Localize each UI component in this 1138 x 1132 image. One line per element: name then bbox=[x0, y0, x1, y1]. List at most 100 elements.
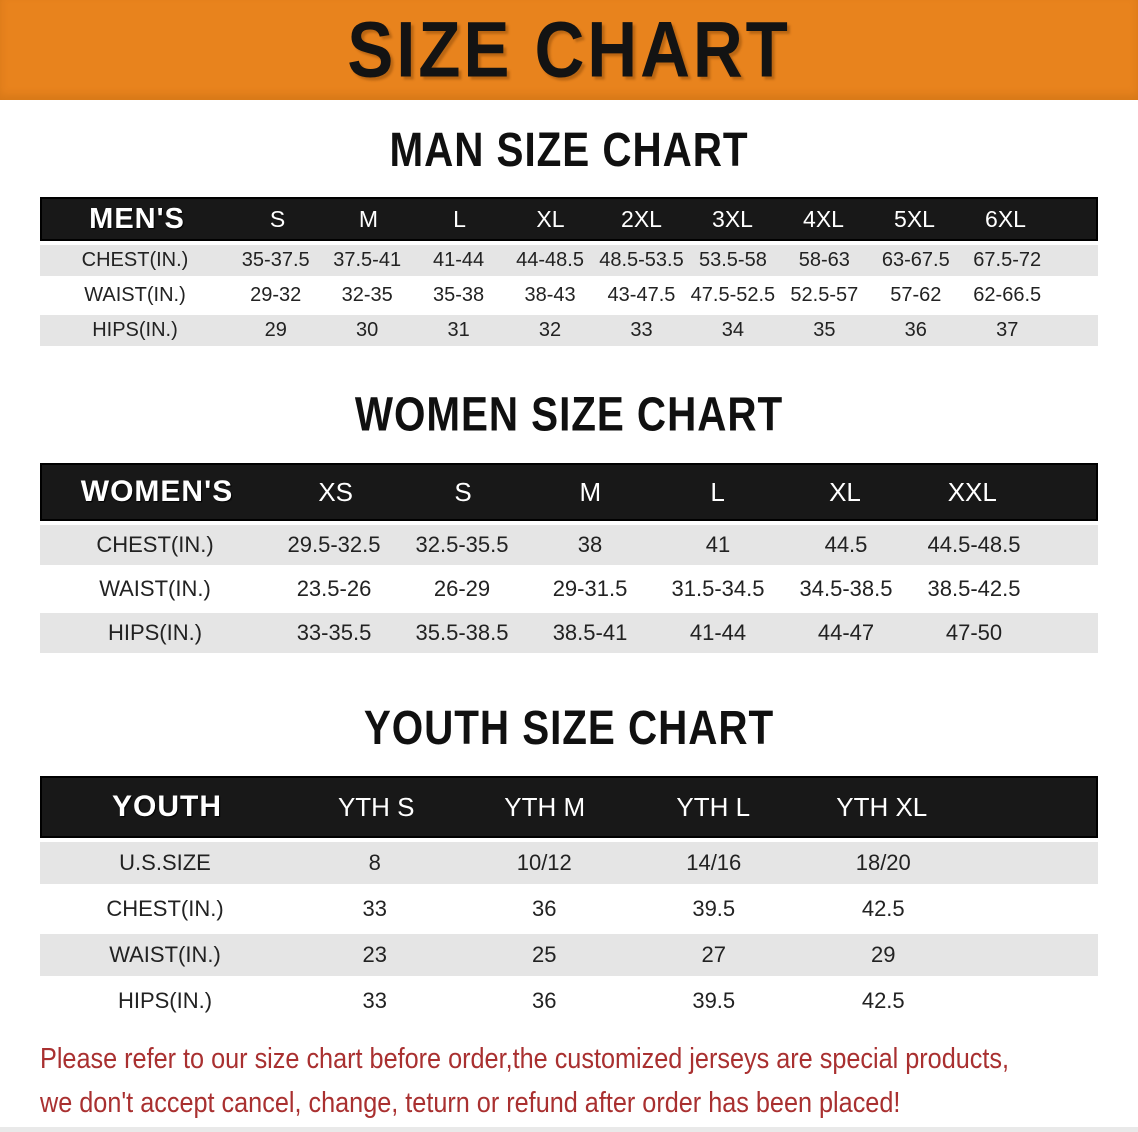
cell-value: 14/16 bbox=[686, 850, 742, 875]
cell-value: 23 bbox=[362, 942, 387, 967]
table-row: WAIST(IN.) 23.5-26 26-29 29-31.5 31.5-34.5 34… bbox=[40, 569, 1098, 609]
cell-value: 33 bbox=[630, 319, 653, 341]
cell-value: 31 bbox=[447, 319, 470, 341]
cell-value: 33-35.5 bbox=[296, 620, 372, 645]
cell-value: 35-37.5 bbox=[241, 249, 310, 271]
cell-value: 67.5-72 bbox=[973, 249, 1042, 271]
cell-value: 62-66.5 bbox=[973, 284, 1042, 306]
cell-value: 47-50 bbox=[945, 620, 1003, 645]
cell-value: 8 bbox=[368, 850, 381, 875]
size-column-header: XL bbox=[536, 205, 565, 232]
size-column-header: XXL bbox=[947, 476, 997, 507]
size-column-header: 3XL bbox=[712, 205, 753, 232]
cell-value: 32.5-35.5 bbox=[415, 532, 509, 557]
row-label: CHEST(IN.) bbox=[81, 249, 189, 271]
cell-value: 41 bbox=[705, 532, 731, 557]
size-column-header: YTH S bbox=[337, 791, 415, 822]
table-row: WAIST(IN.) 29-32 32-35 35-38 38-43 43-47.5 47.… bbox=[40, 280, 1098, 311]
cell-value: 37 bbox=[996, 319, 1019, 341]
size-column-header: S bbox=[454, 476, 472, 507]
cell-value: 44-47 bbox=[817, 620, 875, 645]
cell-value: 29 bbox=[264, 319, 287, 341]
size-column-header: 5XL bbox=[894, 205, 935, 232]
cell-value: 23.5-26 bbox=[296, 576, 372, 601]
cell-value: 58-63 bbox=[798, 249, 850, 271]
table-header-row: MEN'S S M L XL 2XL 3XL 4XL 5XL 6XL bbox=[40, 197, 1098, 241]
table-row: HIPS(IN.) 29 30 31 32 33 34 35 36 37 bbox=[40, 315, 1098, 346]
cell-value: 32-35 bbox=[341, 284, 393, 306]
cell-value: 47.5-52.5 bbox=[690, 284, 776, 306]
row-label: HIPS(IN.) bbox=[107, 620, 203, 645]
cell-value: 35.5-38.5 bbox=[415, 620, 509, 645]
cell-value: 34.5-38.5 bbox=[799, 576, 893, 601]
size-column-header: 6XL bbox=[985, 205, 1026, 232]
table-row: CHEST(IN.) 35-37.5 37.5-41 41-44 44-48.5 48.5… bbox=[40, 245, 1098, 276]
disclaimer: Please refer to our size chart before or… bbox=[40, 1038, 1136, 1125]
cell-value: 57-62 bbox=[890, 284, 942, 306]
cell-value: 29-32 bbox=[250, 284, 302, 306]
men-chart-title: MAN SIZE CHART bbox=[389, 123, 749, 178]
cell-value: 38.5-41 bbox=[552, 620, 628, 645]
cell-value: 29.5-32.5 bbox=[287, 532, 381, 557]
table-header-label: MEN'S bbox=[89, 202, 185, 235]
cell-value: 36 bbox=[532, 988, 557, 1013]
youth-chart-title: YOUTH SIZE CHART bbox=[363, 701, 775, 756]
cell-value: 39.5 bbox=[692, 896, 736, 921]
table-row: CHEST(IN.) 29.5-32.5 32.5-35.5 38 41 44.5 44.5… bbox=[40, 525, 1098, 565]
cell-value: 52.5-57 bbox=[790, 284, 859, 306]
size-column-header: YTH XL bbox=[836, 791, 928, 822]
cell-value: 39.5 bbox=[692, 988, 736, 1013]
table-header-row: YOUTH YTH S YTH M YTH L YTH XL bbox=[40, 776, 1098, 838]
table-row: CHEST(IN.) 33 36 39.5 42.5 bbox=[40, 888, 1098, 930]
row-label: U.S.SIZE bbox=[119, 850, 211, 875]
cell-value: 42.5 bbox=[861, 988, 905, 1013]
cell-value: 53.5-58 bbox=[698, 249, 767, 271]
table-row: HIPS(IN.) 33-35.5 35.5-38.5 38.5-41 41-44 44-… bbox=[40, 613, 1098, 653]
banner: SIZE CHART bbox=[0, 0, 1138, 100]
cell-value: 32 bbox=[538, 319, 562, 341]
cell-value: 38-43 bbox=[524, 284, 576, 306]
cell-value: 43-47.5 bbox=[607, 284, 676, 306]
cell-value: 63-67.5 bbox=[881, 249, 950, 271]
size-column-header: 2XL bbox=[621, 205, 662, 232]
banner-title: SIZE CHART bbox=[347, 5, 791, 94]
table-row: HIPS(IN.) 33 36 39.5 42.5 bbox=[40, 980, 1098, 1022]
cell-value: 30 bbox=[356, 319, 379, 341]
row-label: WAIST(IN.) bbox=[109, 942, 221, 967]
cell-value: 38 bbox=[577, 532, 603, 557]
cell-value: 25 bbox=[532, 942, 557, 967]
size-column-header: M bbox=[358, 205, 379, 232]
cell-value: 33 bbox=[362, 896, 387, 921]
cell-value: 44-48.5 bbox=[516, 249, 584, 271]
cell-value: 29 bbox=[871, 942, 896, 967]
cell-value: 29-31.5 bbox=[552, 576, 628, 601]
size-column-header: YTH L bbox=[676, 791, 751, 822]
cell-value: 18/20 bbox=[855, 850, 911, 875]
cell-value: 41-44 bbox=[433, 249, 485, 271]
size-chart-sections: MAN SIZE CHART MEN'S S M L XL 2XL 3XL 4XL 5XL 6XL C… bbox=[0, 100, 1138, 1022]
cell-value: 48.5-53.5 bbox=[599, 249, 684, 271]
row-label: WAIST(IN.) bbox=[99, 576, 211, 601]
cell-value: 31.5-34.5 bbox=[671, 576, 765, 601]
cell-value: 44.5-48.5 bbox=[927, 532, 1021, 557]
size-column-header: XS bbox=[318, 476, 353, 507]
disclaimer-line-1: Please refer to our size chart before or… bbox=[40, 1043, 1010, 1075]
row-label: WAIST(IN.) bbox=[84, 284, 186, 306]
table-header-label: YOUTH bbox=[112, 790, 222, 823]
cell-value: 37.5-41 bbox=[333, 249, 402, 271]
cell-value: 41-44 bbox=[689, 620, 747, 645]
row-label: CHEST(IN.) bbox=[106, 896, 224, 921]
cell-value: 38.5-42.5 bbox=[927, 576, 1021, 601]
cell-value: 42.5 bbox=[861, 896, 905, 921]
cell-value: 36 bbox=[904, 319, 927, 341]
size-column-header: M bbox=[579, 476, 602, 507]
men-size-chart-section: MAN SIZE CHART MEN'S S M L XL 2XL 3XL 4XL 5XL 6XL C… bbox=[0, 100, 1138, 346]
youth-size-table: YOUTH YTH S YTH M YTH L YTH XL U.S.SIZE 8 10/12… bbox=[40, 776, 1098, 1022]
cell-value: 34 bbox=[721, 319, 745, 341]
men-size-table: MEN'S S M L XL 2XL 3XL 4XL 5XL 6XL CHEST(IN.) 35-37… bbox=[40, 197, 1098, 346]
table-header-label: WOMEN'S bbox=[80, 475, 234, 508]
youth-size-chart-section: YOUTH SIZE CHART YOUTH YTH S YTH M YTH L YTH … bbox=[0, 657, 1138, 1022]
table-row: WAIST(IN.) 23 25 27 29 bbox=[40, 934, 1098, 976]
cell-value: 35-38 bbox=[433, 284, 485, 306]
